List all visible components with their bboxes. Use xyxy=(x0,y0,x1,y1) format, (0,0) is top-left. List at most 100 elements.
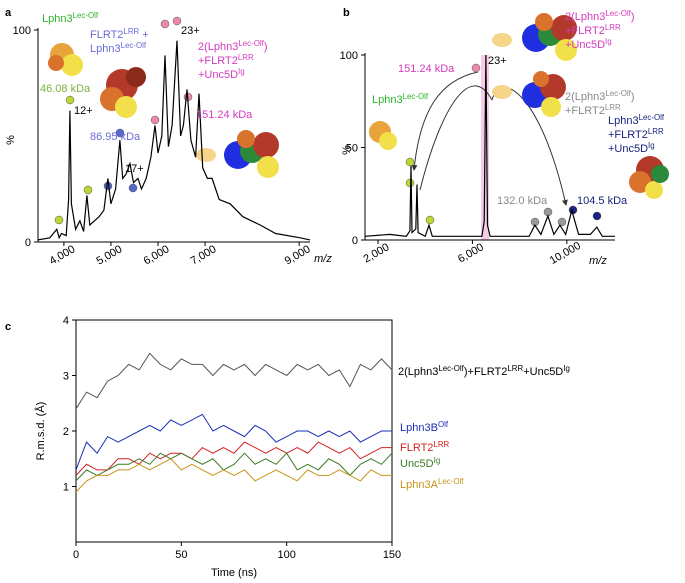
data-line xyxy=(75,452,393,482)
annotation: +Unc5DIg xyxy=(198,67,245,82)
text-run: +Unc5D xyxy=(523,366,563,378)
superscript: Lec-Olf xyxy=(438,477,464,486)
text-run: 2(Lphn3 xyxy=(565,11,605,23)
annotation: Lphn3Lec-Olf xyxy=(90,41,147,56)
legend-label: FLRT2LRR xyxy=(400,440,450,455)
y-axis-label: R.m.s.d. (Å) xyxy=(34,402,47,461)
y-tick-label: 50 xyxy=(346,143,358,155)
y-tick-label: 1 xyxy=(63,482,69,494)
x-tick-label: 50 xyxy=(175,549,187,561)
y-tick-label: 100 xyxy=(13,25,31,37)
text-run: +FLRT2 xyxy=(608,129,648,141)
x-axis-label: m/z xyxy=(314,253,332,265)
annotation: 12+ xyxy=(74,105,93,117)
text-run: + xyxy=(139,29,148,41)
x-tick-label: 0 xyxy=(73,549,79,561)
superscript: Lec-Olf xyxy=(121,41,147,50)
text-run: +Unc5D xyxy=(198,69,238,81)
superscript: Ig xyxy=(563,364,570,373)
panel-letter: c xyxy=(5,321,11,333)
text-run: FLRT2 xyxy=(90,29,123,41)
legend-label: Lphn3ALec-Olf xyxy=(400,477,464,492)
text-run: 151.24 kDa xyxy=(398,63,455,75)
annotation: 132.0 kDa xyxy=(497,195,548,207)
text-run: 151.24 kDa xyxy=(196,109,253,121)
text-run: 2(Lphn3 xyxy=(198,41,238,53)
annotation: +FLRT2LRR xyxy=(565,103,621,118)
text-run: +Unc5D xyxy=(565,39,605,51)
x-tick-label: 4,000 xyxy=(47,243,77,267)
superscript: Olf xyxy=(438,420,449,429)
y-tick-label: 4 xyxy=(63,315,69,327)
legend-label: 2(Lphn3Lec-Olf)+FLRT2LRR+Unc5DIg xyxy=(398,364,570,379)
superscript: Lec-Olf xyxy=(238,39,264,48)
panel-letter: a xyxy=(5,7,12,19)
data-line xyxy=(364,54,615,238)
annotation: 151.24 kDa xyxy=(398,63,455,75)
annotation: 23+ xyxy=(488,55,507,67)
superscript: LRR xyxy=(605,23,621,32)
y-tick-label: 0 xyxy=(352,235,358,247)
protein-structures xyxy=(48,13,669,199)
text-run: Lphn3B xyxy=(400,422,438,434)
panel-letter: b xyxy=(343,7,350,19)
x-tick-label: 6,000 xyxy=(456,241,486,265)
superscript: Lec-Olf xyxy=(605,89,631,98)
x-tick-label: 5,000 xyxy=(95,243,125,267)
data-line xyxy=(75,441,392,476)
legend-label: Unc5DIg xyxy=(400,456,440,471)
text-run: +FLRT2 xyxy=(565,105,605,117)
annotation: +FLRT2LRR xyxy=(608,127,664,142)
text-run: ) xyxy=(631,91,635,103)
annotation: +Unc5DIg xyxy=(608,141,655,156)
superscript: LRR xyxy=(238,53,254,62)
text-run: +FLRT2 xyxy=(565,25,605,37)
annotation: +FLRT2LRR xyxy=(198,53,254,68)
superscript: Lec-Olf xyxy=(605,9,631,18)
data-line xyxy=(75,352,393,410)
y-tick-label: 3 xyxy=(63,371,69,383)
superscript: LRR xyxy=(507,364,523,373)
text-run: 2(Lphn3 xyxy=(398,366,438,378)
annotation: 151.24 kDa xyxy=(196,109,253,121)
superscript: Lec-Olf xyxy=(438,364,464,373)
superscript: Lec-Olf xyxy=(403,92,429,101)
y-tick-label: 2 xyxy=(63,426,69,438)
annotation: Lphn3Lec-Olf xyxy=(608,113,665,128)
text-run: Unc5D xyxy=(400,458,434,470)
annotation: +FLRT2LRR xyxy=(565,23,621,38)
x-tick-label: 6,000 xyxy=(142,243,172,267)
text-run: Lphn3 xyxy=(608,115,639,127)
y-tick-label: 100 xyxy=(340,50,358,62)
text-run: 104.5 kDa xyxy=(577,195,628,207)
x-tick-label: 100 xyxy=(277,549,295,561)
y-axis-label: % xyxy=(341,145,353,155)
data-line xyxy=(75,458,392,493)
data-line xyxy=(37,40,311,241)
data-line xyxy=(75,413,392,471)
annotation: Lphn3Lec-Olf xyxy=(372,92,429,107)
x-axis-label: m/z xyxy=(589,255,607,267)
superscript: Ig xyxy=(434,456,441,465)
text-run: +FLRT2 xyxy=(198,55,238,67)
y-axis-label: % xyxy=(5,135,17,145)
x-tick-label: 7,000 xyxy=(189,243,219,267)
annotation: 104.5 kDa xyxy=(577,195,628,207)
text-run: 86.95 kDa xyxy=(90,131,141,143)
text-run: Lphn3 xyxy=(372,94,403,106)
text-run: Lphn3A xyxy=(400,479,439,491)
superscript: Lec-Olf xyxy=(73,11,99,20)
text-run: )+FLRT2 xyxy=(464,366,508,378)
superscript: LRR xyxy=(648,127,664,136)
text-run: Lphn3 xyxy=(42,13,73,25)
superscript: Ig xyxy=(238,67,245,76)
text-run: 2(Lphn3 xyxy=(565,91,605,103)
superscript: Ig xyxy=(648,141,655,150)
annotation: 2(Lphn3Lec-Olf) xyxy=(565,9,635,24)
annotation: 2(Lphn3Lec-Olf) xyxy=(565,89,635,104)
y-tick-label: 0 xyxy=(25,237,31,249)
x-tick-label: 9,000 xyxy=(283,243,313,267)
text-run: FLRT2 xyxy=(400,442,433,454)
text-run: +Unc5D xyxy=(608,143,648,155)
